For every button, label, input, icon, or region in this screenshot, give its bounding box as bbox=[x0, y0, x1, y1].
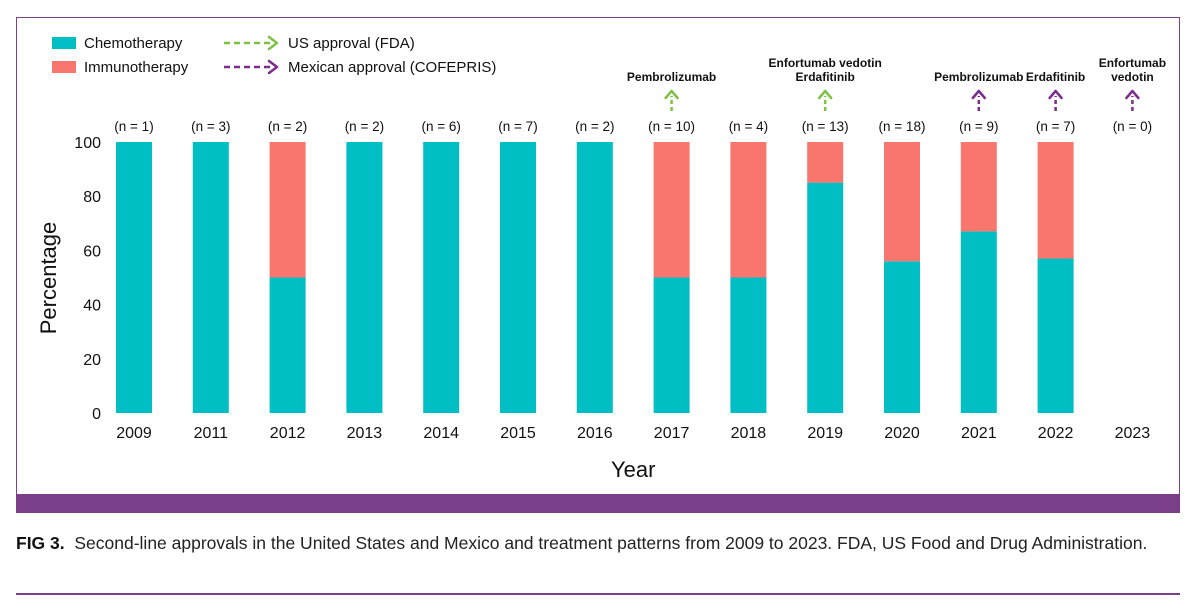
x-tick-label: 2021 bbox=[961, 425, 997, 442]
bar-chemotherapy-2012 bbox=[269, 277, 306, 413]
bar-chemotherapy-2019 bbox=[807, 182, 844, 413]
approval-arrow-head bbox=[664, 89, 679, 100]
x-tick-label: 2023 bbox=[1115, 425, 1151, 442]
bar-chemotherapy-2011 bbox=[192, 142, 229, 413]
approval-label: Pembrolizumab bbox=[934, 70, 1023, 84]
bar-chemotherapy-2020 bbox=[884, 261, 920, 413]
x-tick-label: 2019 bbox=[807, 425, 843, 442]
count-label: (n = 18) bbox=[879, 119, 926, 134]
chart-legend: Chemotherapy Immunotherapy US approval (FD… bbox=[52, 35, 496, 76]
figure-frame bbox=[16, 17, 1180, 511]
x-tick-label: 2012 bbox=[270, 425, 306, 442]
bar-immunotherapy-2018 bbox=[730, 142, 767, 278]
approval-label: Enfortumab vedotin bbox=[769, 56, 882, 70]
bar-chemotherapy-2016 bbox=[576, 142, 613, 413]
count-label: (n = 4) bbox=[729, 119, 768, 134]
figure-caption: FIG 3. Second-line approvals in the Unit… bbox=[16, 530, 1186, 556]
x-axis: 2009 2011 2012 2013 2014 2015 2016 2017 2018 2019… bbox=[116, 425, 1150, 442]
approval-label: Enfortumab bbox=[1099, 56, 1166, 70]
y-axis: 0 20 40 60 80 100 bbox=[74, 135, 101, 423]
count-label: (n = 13) bbox=[802, 119, 849, 134]
x-tick-label: 2017 bbox=[654, 425, 690, 442]
bar-chemotherapy-2022 bbox=[1037, 258, 1074, 413]
y-tick-label: 80 bbox=[83, 189, 101, 206]
y-tick-label: 0 bbox=[92, 406, 101, 423]
legend-swatch bbox=[52, 37, 76, 49]
bottom-rule bbox=[16, 593, 1180, 595]
x-tick-label: 2022 bbox=[1038, 425, 1074, 442]
bar-chemotherapy-2018 bbox=[730, 277, 767, 413]
bar-immunotherapy-2022 bbox=[1037, 142, 1074, 259]
count-label: (n = 7) bbox=[498, 119, 537, 134]
y-tick-label: 100 bbox=[74, 135, 101, 152]
caption-label: FIG 3. bbox=[16, 533, 65, 553]
bar-chemotherapy-2014 bbox=[423, 142, 460, 413]
bar-chemotherapy-2013 bbox=[346, 142, 383, 413]
y-tick-label: 20 bbox=[83, 352, 101, 369]
caption-text: Second-line approvals in the United Stat… bbox=[74, 533, 1148, 553]
y-tick-label: 40 bbox=[83, 298, 101, 315]
approval-arrow-head bbox=[1048, 89, 1063, 100]
x-tick-label: 2011 bbox=[194, 425, 229, 442]
x-tick-label: 2020 bbox=[884, 425, 920, 442]
figure-bottom-band bbox=[16, 494, 1180, 513]
count-label: (n = 2) bbox=[575, 119, 614, 134]
bars bbox=[116, 142, 1074, 413]
count-label: (n = 2) bbox=[345, 119, 384, 134]
approval-label: vedotin bbox=[1111, 70, 1154, 84]
legend-label: Mexican approval (COFEPRIS) bbox=[288, 59, 496, 76]
bar-immunotherapy-2021 bbox=[960, 142, 997, 232]
count-label: (n = 1) bbox=[114, 119, 153, 134]
approval-label: Erdafitinib bbox=[796, 70, 855, 84]
bar-immunotherapy-2017 bbox=[653, 142, 690, 278]
stacked-bar-chart: Chemotherapy Immunotherapy US approval (FD… bbox=[36, 35, 1166, 482]
legend-arrow-head bbox=[267, 35, 279, 51]
count-label: (n = 7) bbox=[1036, 119, 1075, 134]
legend-label: Chemotherapy bbox=[84, 35, 183, 52]
approval-arrow-head bbox=[817, 89, 833, 100]
y-axis-title: Percentage bbox=[36, 222, 61, 335]
bar-chemotherapy-2009 bbox=[116, 142, 152, 413]
count-label: (n = 2) bbox=[268, 119, 307, 134]
x-tick-label: 2009 bbox=[116, 425, 152, 442]
y-tick-label: 60 bbox=[83, 243, 101, 260]
count-label: (n = 3) bbox=[191, 119, 230, 134]
x-tick-label: 2016 bbox=[577, 425, 613, 442]
approval-label: Erdafitinib bbox=[1026, 70, 1085, 84]
legend-label: US approval (FDA) bbox=[288, 35, 415, 52]
legend-label: Immunotherapy bbox=[84, 59, 189, 76]
legend-swatch bbox=[52, 61, 76, 73]
bar-immunotherapy-2020 bbox=[884, 142, 920, 262]
count-label: (n = 10) bbox=[648, 119, 695, 134]
count-label: (n = 6) bbox=[421, 119, 460, 134]
x-tick-label: 2014 bbox=[423, 425, 459, 442]
x-tick-label: 2015 bbox=[500, 425, 536, 442]
approval-label: Pembrolizumab bbox=[627, 70, 716, 84]
approval-arrow-head bbox=[1125, 89, 1140, 100]
bar-chemotherapy-2021 bbox=[960, 231, 997, 413]
legend-arrow-head bbox=[267, 59, 279, 75]
bar-chemotherapy-2017 bbox=[653, 277, 690, 413]
bar-immunotherapy-2019 bbox=[807, 142, 844, 183]
bar-chemotherapy-2015 bbox=[500, 142, 536, 413]
count-label: (n = 0) bbox=[1113, 119, 1152, 134]
bar-immunotherapy-2012 bbox=[269, 142, 306, 278]
count-label: (n = 9) bbox=[959, 119, 998, 134]
x-axis-title: Year bbox=[611, 457, 655, 482]
approval-arrow-head bbox=[971, 89, 987, 100]
x-tick-label: 2013 bbox=[347, 425, 383, 442]
count-labels: (n = 1) (n = 3) (n = 2) (n = 2) (n = 6) (n = … bbox=[114, 119, 1152, 134]
x-tick-label: 2018 bbox=[731, 425, 767, 442]
